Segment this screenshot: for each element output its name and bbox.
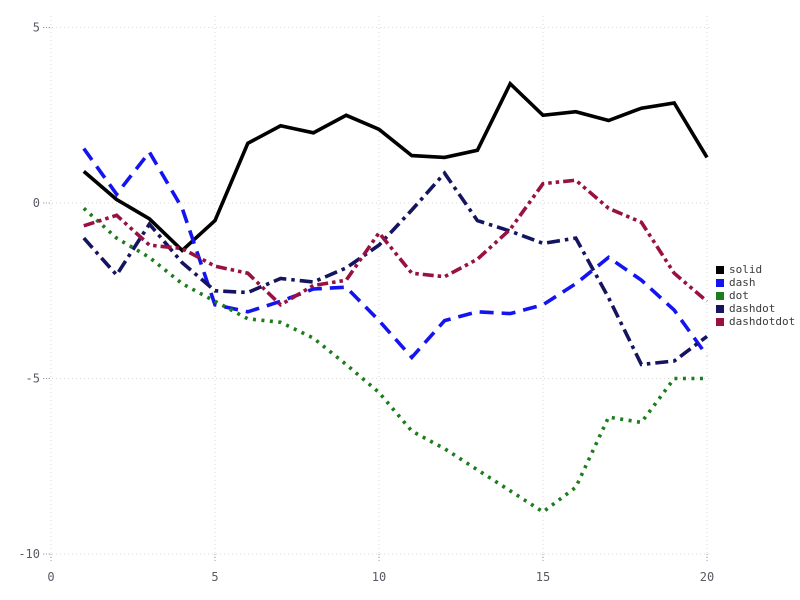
legend-item-solid: solid <box>716 263 795 276</box>
legend-label-dot: dot <box>729 289 749 302</box>
legend-item-dot: dot <box>716 289 795 302</box>
x-tick-label: 5 <box>211 570 218 584</box>
x-tick-label: 10 <box>372 570 386 584</box>
x-tick-label: 20 <box>700 570 714 584</box>
x-tick-label: 15 <box>536 570 550 584</box>
legend-label-dashdot: dashdot <box>729 302 776 315</box>
y-tick-label: -5 <box>26 372 40 386</box>
y-tick-label: -10 <box>18 547 40 561</box>
legend-swatch-solid <box>716 265 724 274</box>
y-tick-label: 0 <box>33 196 40 210</box>
legend-label-dashdotdot: dashdotdot <box>729 315 796 328</box>
chart-legend: solid dash dot dashdot dashdotdot <box>716 263 795 328</box>
legend-swatch-dash <box>716 278 724 287</box>
legend-label-dash: dash <box>729 276 756 289</box>
y-tick-label: 5 <box>33 21 40 35</box>
legend-swatch-dot <box>716 291 724 300</box>
series-line-dashdot <box>82 170 709 367</box>
series-line-dashdotdot <box>83 178 709 308</box>
legend-item-dashdotdot: dashdotdot <box>716 315 795 328</box>
legend-item-dash: dash <box>716 276 795 289</box>
legend-swatch-dashdotdot <box>716 317 724 326</box>
legend-label-solid: solid <box>729 263 763 276</box>
series-line-dot <box>82 206 707 515</box>
series-line-solid <box>82 80 709 253</box>
legend-item-dashdot: dashdot <box>716 302 795 315</box>
series-line-dash <box>82 147 709 361</box>
x-tick-label: 0 <box>47 570 54 584</box>
legend-swatch-dashdot <box>716 304 724 313</box>
